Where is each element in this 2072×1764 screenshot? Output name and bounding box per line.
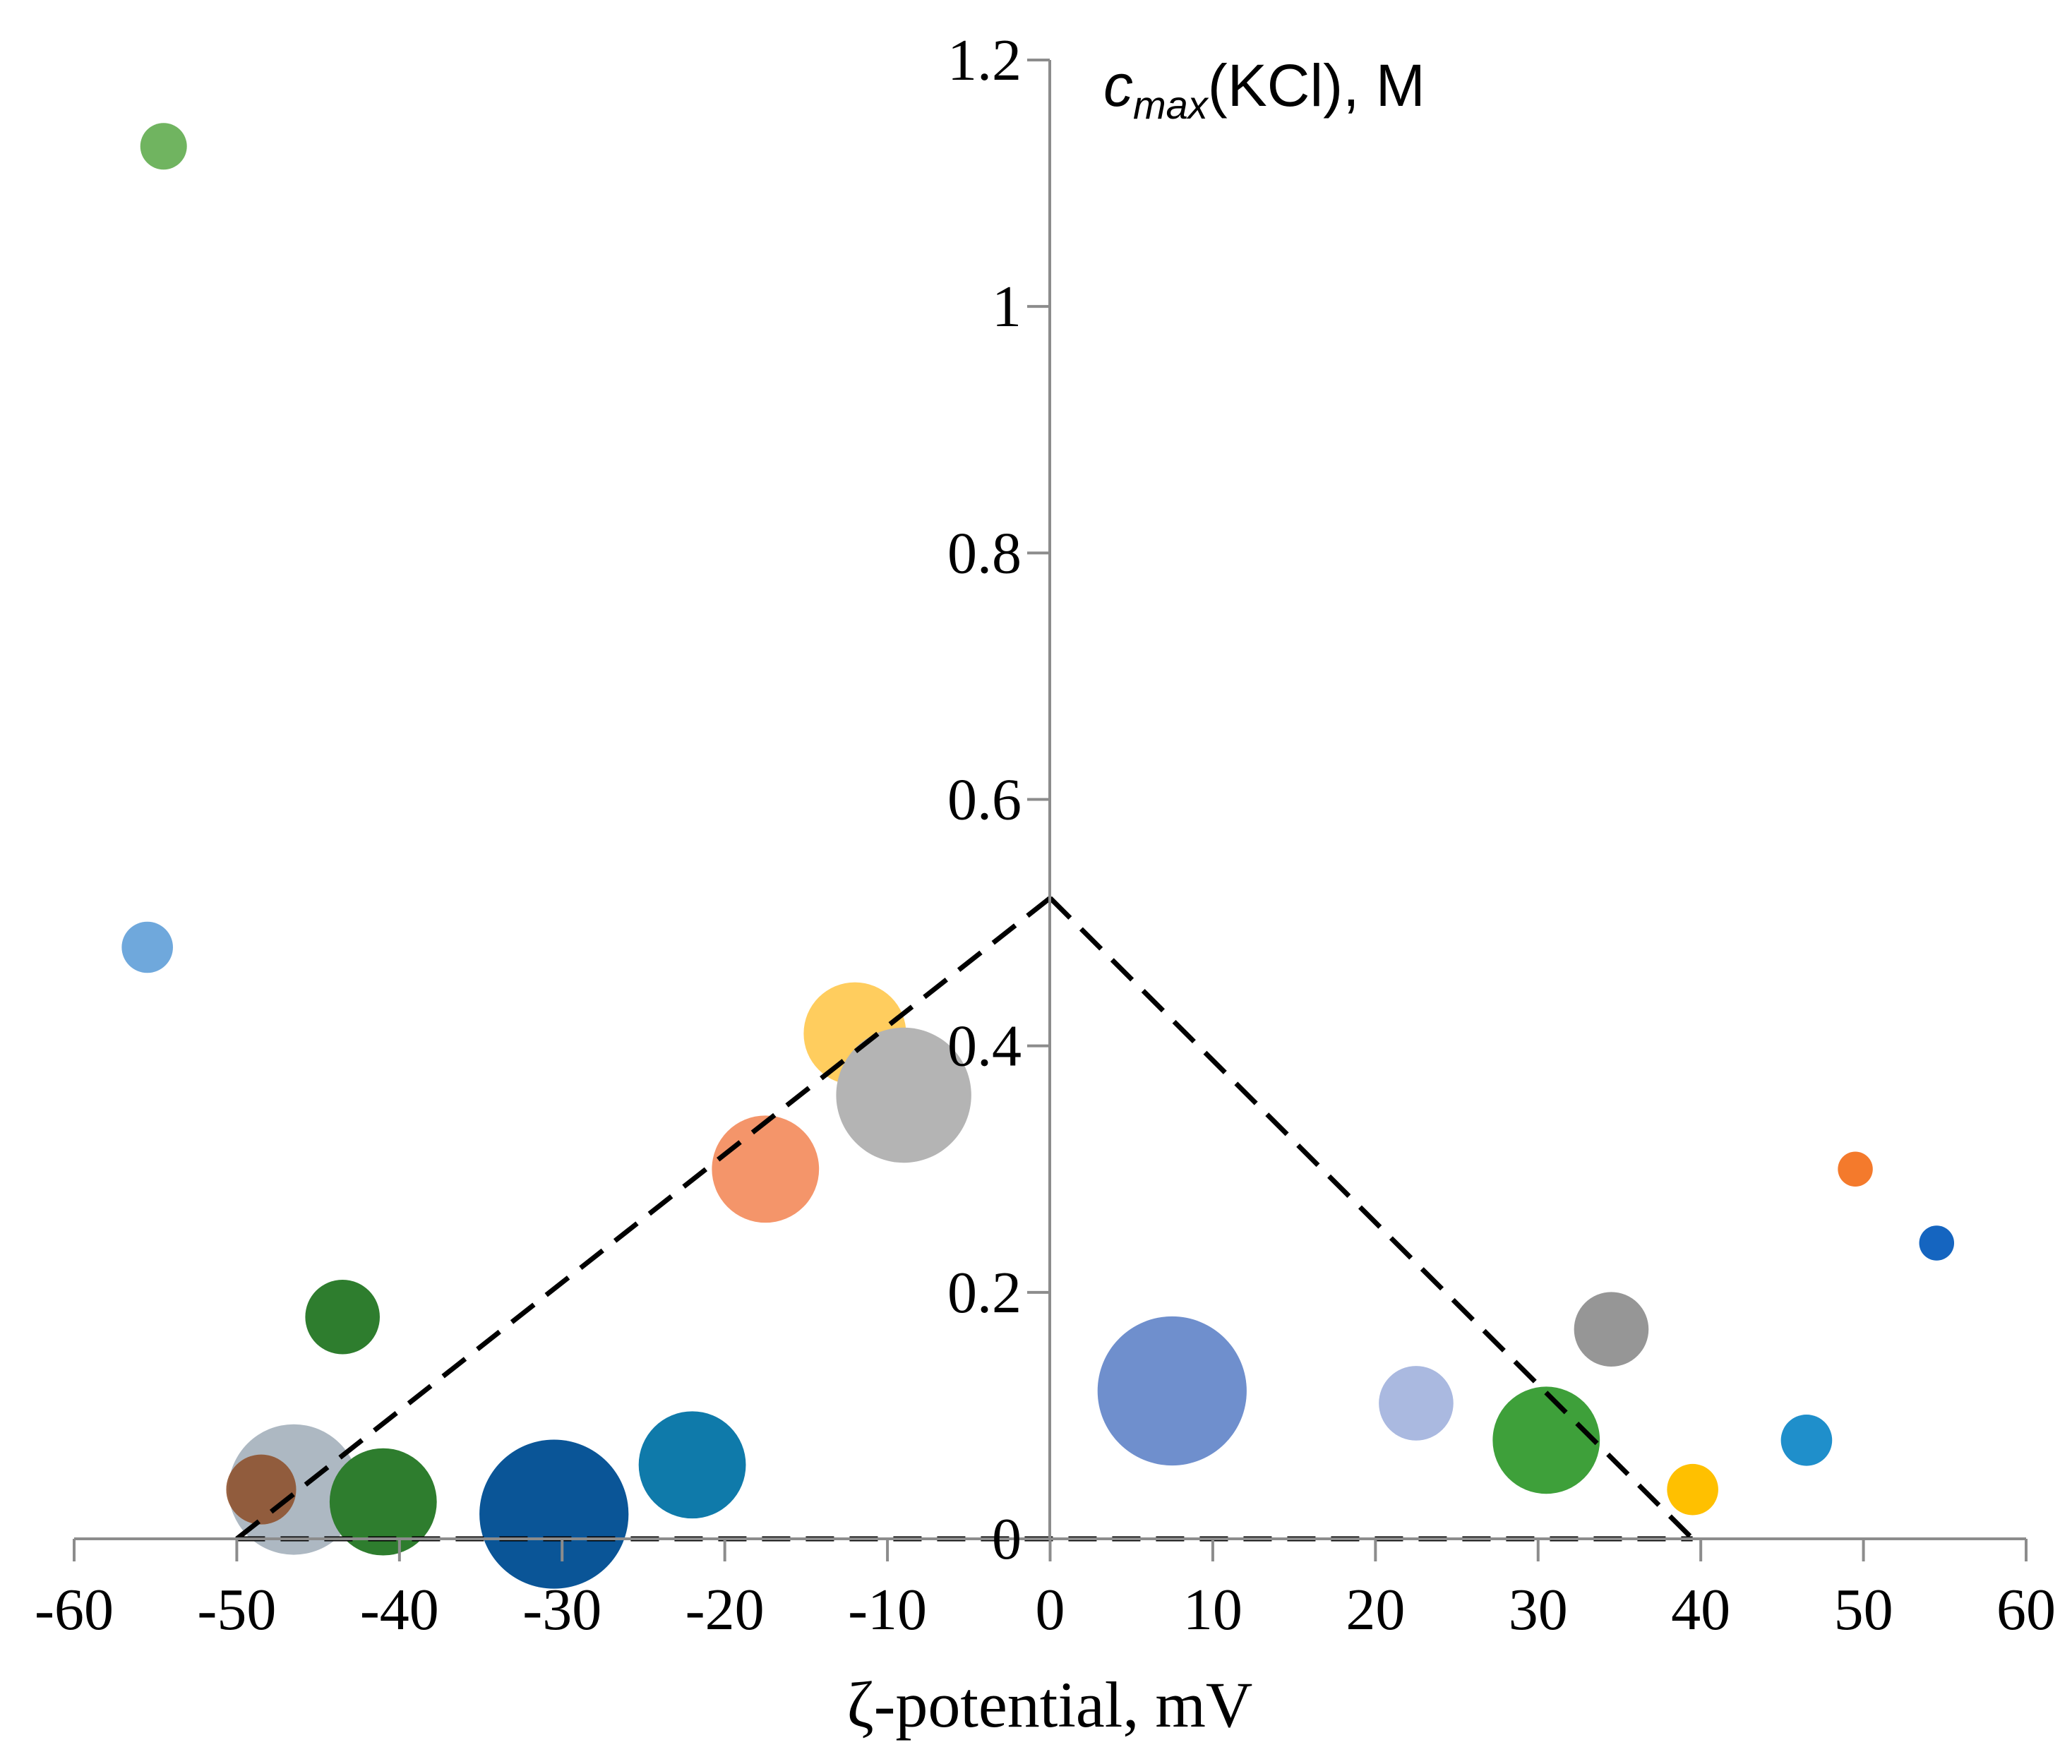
bubble-point-19: [1838, 1151, 1873, 1187]
bubble-point-17: [1667, 1463, 1718, 1516]
bubble-point-3: [305, 1279, 380, 1355]
y-tick-label-4: 0.8: [947, 520, 1022, 586]
y-axis-title: cmax(KCl), M: [1103, 52, 1425, 127]
y-axis-title-subscript: max: [1133, 83, 1209, 127]
y-tick-label-0: 0: [992, 1506, 1022, 1572]
bubble-point-18: [1780, 1415, 1833, 1466]
x-tick-label-5: -10: [848, 1577, 927, 1643]
y-tick-label-3: 0.6: [947, 767, 1022, 833]
x-tick-label-4: -20: [685, 1577, 765, 1643]
y-tick-label-2: 0.4: [947, 1014, 1022, 1079]
y-axis-title-unit: (KCl), M: [1208, 52, 1425, 119]
y-tick-label-5: 1: [992, 274, 1022, 340]
y-tick-labels: 0 0.2 0.4 0.6 0.8 1 1.2: [947, 28, 1022, 1572]
bubble-point-15: [1492, 1386, 1600, 1494]
x-tick-label-10: 40: [1671, 1577, 1730, 1643]
dashed-line-1: [235, 896, 1052, 1541]
x-tick-label-0: -60: [35, 1577, 114, 1643]
bubble-point-14: [1379, 1366, 1454, 1441]
x-tick-label-11: 50: [1834, 1577, 1893, 1643]
bubble-point-10: [712, 1115, 820, 1223]
x-tick-label-8: 20: [1346, 1577, 1405, 1643]
bubble-point-1: [140, 123, 187, 170]
bubble-point-2: [121, 921, 173, 973]
x-tick-label-3: -30: [522, 1577, 601, 1643]
bubble-point-9: [638, 1411, 746, 1519]
x-tick-label-9: 30: [1509, 1577, 1568, 1643]
bubble-point-6: [226, 1454, 297, 1525]
dashed-line-2: [1048, 896, 1695, 1541]
bubble-point-20: [1919, 1225, 1955, 1261]
bubble-point-16: [1574, 1292, 1649, 1367]
y-tick-label-6: 1.2: [947, 28, 1022, 93]
y-axis-title-symbol: c: [1103, 52, 1133, 119]
bubble-point-7: [329, 1448, 437, 1556]
bubble-point-12: [836, 1027, 971, 1163]
x-tick-label-7: 10: [1183, 1577, 1242, 1643]
bubble-point-13: [1097, 1316, 1247, 1466]
x-tick-label-12: 60: [1996, 1577, 2056, 1643]
dashed-triangle: [235, 896, 1695, 1542]
bubble-point-8: [479, 1439, 629, 1589]
x-tick-label-1: -50: [197, 1577, 276, 1643]
x-tick-label-6: 0: [1036, 1577, 1065, 1643]
bubble-series: [121, 123, 1955, 1589]
x-axis-title: ζ-potential, mV: [847, 1669, 1253, 1741]
x-tick-label-2: -40: [360, 1577, 439, 1643]
y-tick-label-1: 0.2: [947, 1260, 1022, 1326]
x-tick-labels: -60 -50 -40 -30 -20 -10 0 10 20 30 40 50 60: [35, 1577, 2056, 1643]
axes: [73, 59, 2028, 1561]
